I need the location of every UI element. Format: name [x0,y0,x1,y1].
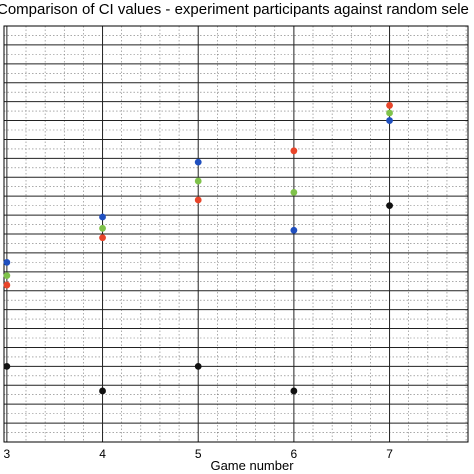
x-tick-label: 6 [291,447,298,461]
data-point [290,387,298,395]
data-point [99,213,106,221]
data-point [386,102,393,109]
data-point [3,272,11,279]
chart-title: Comparison of CI values - experiment par… [0,1,469,18]
data-point [99,234,106,242]
series-4 [3,202,393,395]
data-point [386,202,393,210]
x-tick-label: 5 [195,447,202,461]
data-point [386,109,393,117]
data-point [99,224,106,232]
data-point [194,158,202,166]
series-3 [3,109,393,279]
minor-grid [4,26,468,442]
x-axis-label: Game number [210,458,294,473]
data-point [290,147,298,155]
series-2 [3,102,393,289]
series-1 [3,117,393,266]
plot-frame [3,25,469,443]
data-point [290,189,298,196]
major-grid [4,25,468,443]
data-point [194,177,202,185]
data-point [194,362,202,370]
data-point [3,281,11,289]
data-points [3,102,393,395]
x-tick-label: 7 [386,447,393,461]
data-point [3,362,11,370]
x-tick-label: 3 [4,447,11,461]
data-point [290,226,298,234]
data-point [99,387,106,395]
data-point [194,196,202,204]
x-tick-labels: 3 4 5 6 7 [4,447,394,461]
data-point [386,117,393,124]
data-point [3,258,11,266]
x-tick-label: 4 [99,447,106,461]
